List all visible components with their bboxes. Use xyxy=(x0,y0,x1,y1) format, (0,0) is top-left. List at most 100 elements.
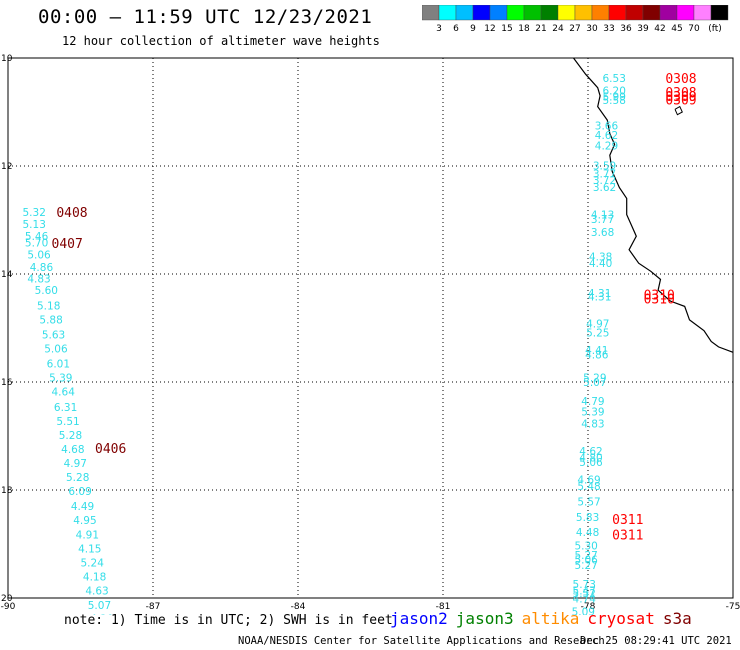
swh-label: 3.68 xyxy=(591,227,614,239)
pass-time-label: 0308 xyxy=(665,72,696,87)
pass-time-label: 0309 xyxy=(665,94,696,109)
pass-time-label: 0308 xyxy=(665,86,696,101)
swh-label: 6.09 xyxy=(68,486,91,498)
swh-label: 4.29 xyxy=(595,140,618,152)
coastline xyxy=(573,57,734,353)
swh-label: 5.58 xyxy=(603,95,626,107)
colorbar-tick: 70 xyxy=(688,24,700,34)
y-tick-label: 12 xyxy=(1,162,12,172)
swh-label: 5.60 xyxy=(35,285,58,297)
swh-label: 5.24 xyxy=(81,557,105,569)
swh-label: 5.70 xyxy=(25,238,48,250)
swh-label: 4.38 xyxy=(589,252,612,264)
swh-label: 4.63 xyxy=(85,585,108,597)
swh-label: 4.18 xyxy=(83,571,106,583)
map-frame xyxy=(7,57,734,599)
swh-label: 4.74 xyxy=(573,594,597,606)
swh-label: 3.62 xyxy=(593,182,616,194)
swh-label: 5.06 xyxy=(44,344,68,356)
swh-label: 6.31 xyxy=(54,402,77,414)
x-tick-label: -84 xyxy=(291,602,306,612)
colorbar-tick: 45 xyxy=(671,24,682,34)
swh-label: 6.53 xyxy=(603,73,626,85)
pass-time-label: 0309 xyxy=(665,90,696,105)
page-title: 00:00 — 11:59 UTC 12/23/2021 xyxy=(38,6,373,28)
swh-label: 5.47 xyxy=(573,585,596,597)
wave-height-map: -90 -87 -84 -81 -78 -751012141618206.536.205.… xyxy=(1,54,740,616)
swh-label: 5.32 xyxy=(23,207,46,219)
satellite-legend: jason2 jason3 altika cryosat s3a xyxy=(390,609,700,628)
swh-label: 3.59 xyxy=(593,160,616,172)
swh-label: 5.39 xyxy=(49,373,72,385)
swh-label: 5.06 xyxy=(579,457,603,469)
swh-label: 4.62 xyxy=(595,130,618,142)
swh-label: 4.69 xyxy=(577,475,600,487)
swh-label: 4.79 xyxy=(581,396,604,408)
footer-note: note: 1) Time is in UTC; 2) SWH is in fe… xyxy=(64,613,393,628)
pass-time-label: 0406 xyxy=(95,442,126,457)
swh-label: 5.46 xyxy=(25,231,49,243)
pass-time-label: 0407 xyxy=(52,237,83,252)
y-tick-label: 10 xyxy=(1,54,13,64)
pass-time-label: 0310 xyxy=(644,292,675,307)
y-tick-label: 18 xyxy=(1,486,13,496)
colorbar-tick: 33 xyxy=(603,24,614,34)
swh-label: 4.97 xyxy=(64,458,87,470)
colorbar-tick: 21 xyxy=(535,24,546,34)
x-tick-label: -78 xyxy=(581,602,596,612)
swh-label: 4.48 xyxy=(576,527,599,539)
swh-label: 4.86 xyxy=(30,262,54,274)
swh-label: 5.07 xyxy=(583,377,606,389)
generated-timestamp: Dec 25 08:29:41 UTC 2021 xyxy=(580,635,732,647)
colorbar-tick: 24 xyxy=(552,24,564,34)
colorbar-tick: 3 xyxy=(436,24,442,34)
swh-label: 3.77 xyxy=(591,214,614,226)
swh-label: 4.64 xyxy=(52,387,76,399)
credit-line: NOAA/NESDIS Center for Satellite Applica… xyxy=(238,635,605,647)
swh-label: 4.83 xyxy=(581,419,604,431)
colorbar-tick: 12 xyxy=(484,24,495,34)
swh-label: 3.72 xyxy=(593,175,616,187)
swh-label: 5.63 xyxy=(42,329,65,341)
colorbar-tick: 27 xyxy=(569,24,580,34)
pass-time-label: 0311 xyxy=(612,528,643,543)
satellite-legend-jason3: jason3 xyxy=(455,609,514,628)
swh-label: 3.66 xyxy=(595,121,619,133)
colorbar-tick: 36 xyxy=(620,24,632,34)
colorbar-swatch xyxy=(710,5,729,21)
colorbar-tick: 15 xyxy=(501,24,512,34)
swh-label: 4.97 xyxy=(586,319,609,331)
swh-label: 5.99 xyxy=(603,91,626,103)
island-outline xyxy=(674,105,683,116)
satellite-legend-altika: altika xyxy=(521,609,580,628)
x-tick-label: -90 xyxy=(1,602,16,612)
satellite-legend-jason2: jason2 xyxy=(390,609,448,628)
swh-label: 5.88 xyxy=(39,314,62,326)
swh-label: 4.15 xyxy=(78,543,101,555)
satellite-legend-cryosat: cryosat xyxy=(587,609,655,628)
x-tick-label: -81 xyxy=(436,602,451,612)
swh-label: 4.68 xyxy=(61,444,84,456)
swh-label: 4.31 xyxy=(588,288,611,300)
pass-time-label: 0408 xyxy=(56,206,87,221)
colorbar-tick: 39 xyxy=(637,24,649,34)
colorbar-tick: (ft) xyxy=(708,24,722,34)
swh-label: 5.18 xyxy=(37,300,60,312)
swh-label: 5.27 xyxy=(574,560,597,572)
colorbar-tick: 42 xyxy=(654,24,665,34)
y-tick-label: 16 xyxy=(1,378,13,388)
swh-label: 5.52 xyxy=(573,588,596,600)
swh-label: 5.13 xyxy=(23,219,46,231)
satellite-legend-s3a: s3a xyxy=(662,609,692,628)
swh-label: 5.06 xyxy=(574,555,598,567)
swh-label: 5.28 xyxy=(66,472,89,484)
pass-time-label: 0311 xyxy=(612,513,643,528)
swh-label: 5.07 xyxy=(88,600,111,612)
swh-label: 5.09 xyxy=(572,607,595,616)
swh-label: 5.29 xyxy=(583,373,606,385)
swh-label: 5.39 xyxy=(581,407,604,419)
swh-label: 6.20 xyxy=(603,85,626,97)
colorbar-tick: 6 xyxy=(453,24,459,34)
colorbar-tick: 9 xyxy=(470,24,476,34)
x-tick-label: -87 xyxy=(146,602,161,612)
